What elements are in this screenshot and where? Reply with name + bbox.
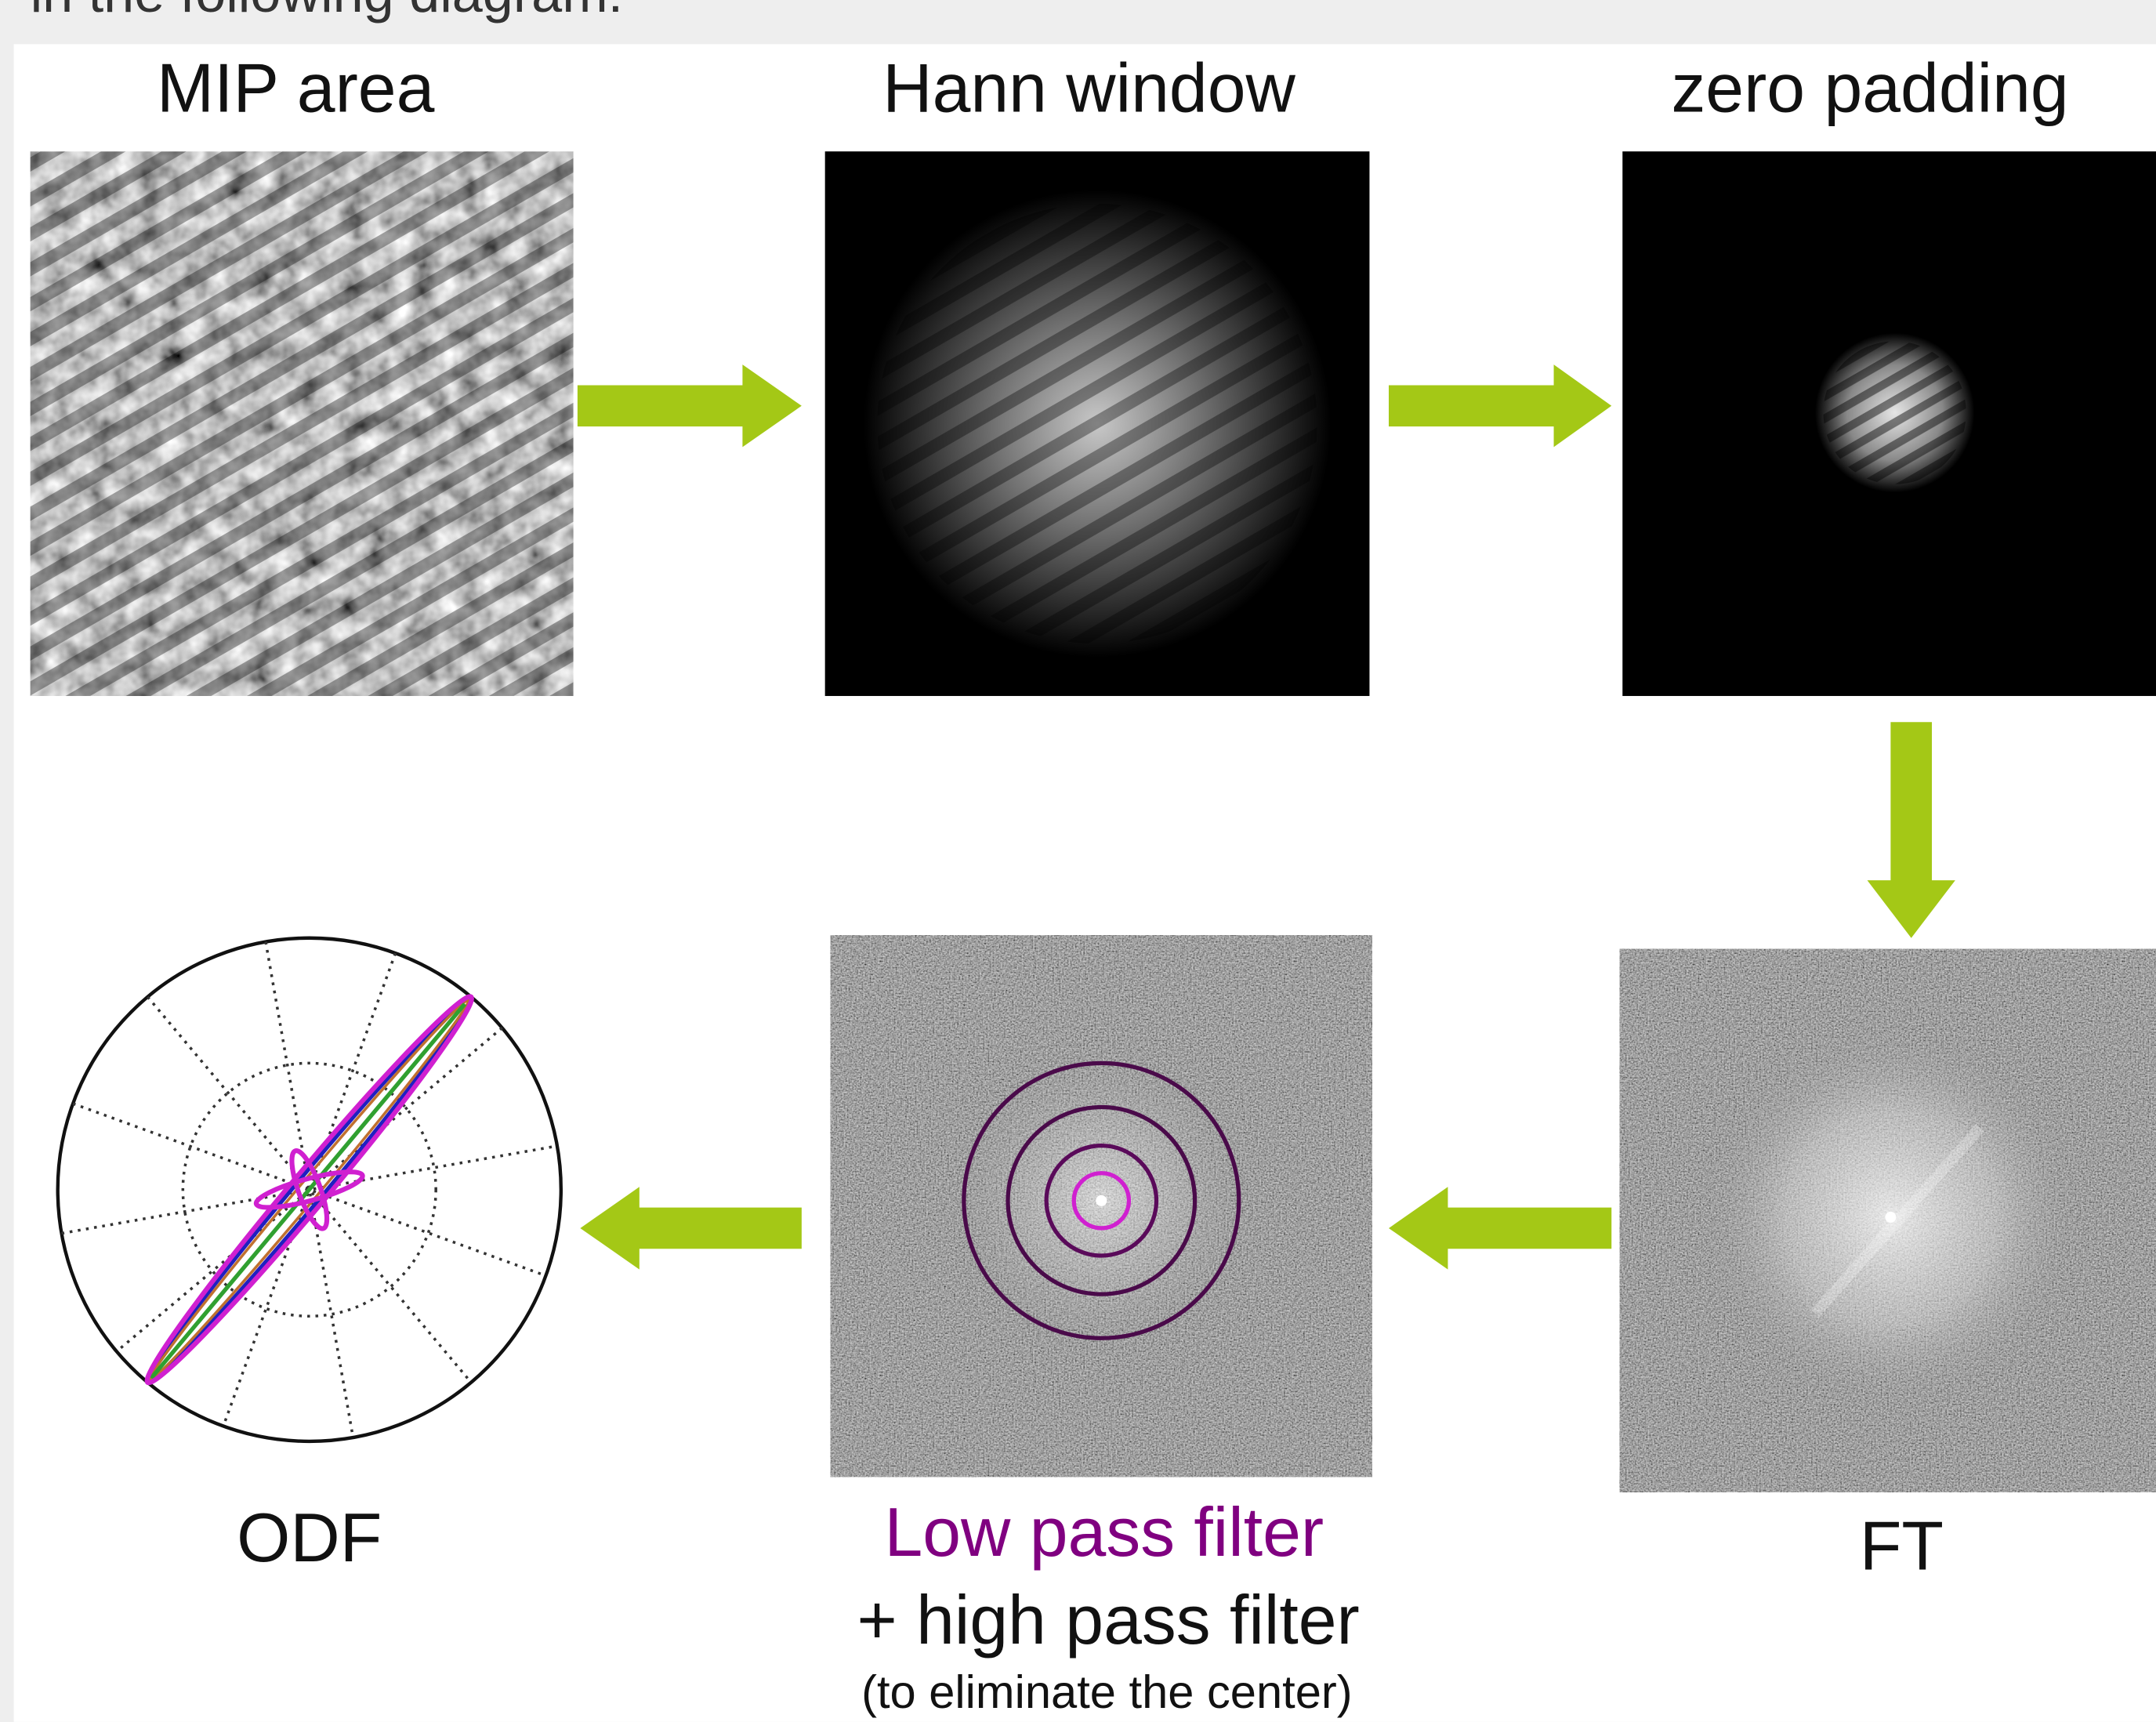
panel-title: Low pass filter [884, 1494, 1324, 1571]
panel-title: FT [1860, 1507, 1944, 1584]
diagram: in the following diagram: MIP area Hann … [0, 0, 2156, 1722]
panel-title: Hann window [882, 50, 1295, 127]
panel-title: ODF [237, 1499, 382, 1576]
panel-note: (to eliminate the center) [861, 1666, 1353, 1718]
header-text: in the following diagram: [31, 0, 624, 24]
page: Processing diagram {"header": {"text": "… [0, 0, 2156, 1722]
body: in the following diagram: MIP area Hann … [0, 0, 2156, 1722]
panel-title: MIP area [157, 50, 435, 127]
panel-title: zero padding [1671, 50, 2068, 127]
image-center [1885, 1212, 1896, 1223]
odf-plot [58, 938, 561, 1441]
image-stripes [31, 151, 574, 696]
panel-subtitle: + high pass filter [857, 1582, 1360, 1659]
filter-image [831, 935, 1372, 1477]
mip-image [31, 151, 574, 696]
ft-image [1620, 949, 2156, 1492]
hann-image [825, 151, 1370, 696]
image-center [1096, 1195, 1107, 1206]
zero-padding-image [1622, 151, 2156, 696]
